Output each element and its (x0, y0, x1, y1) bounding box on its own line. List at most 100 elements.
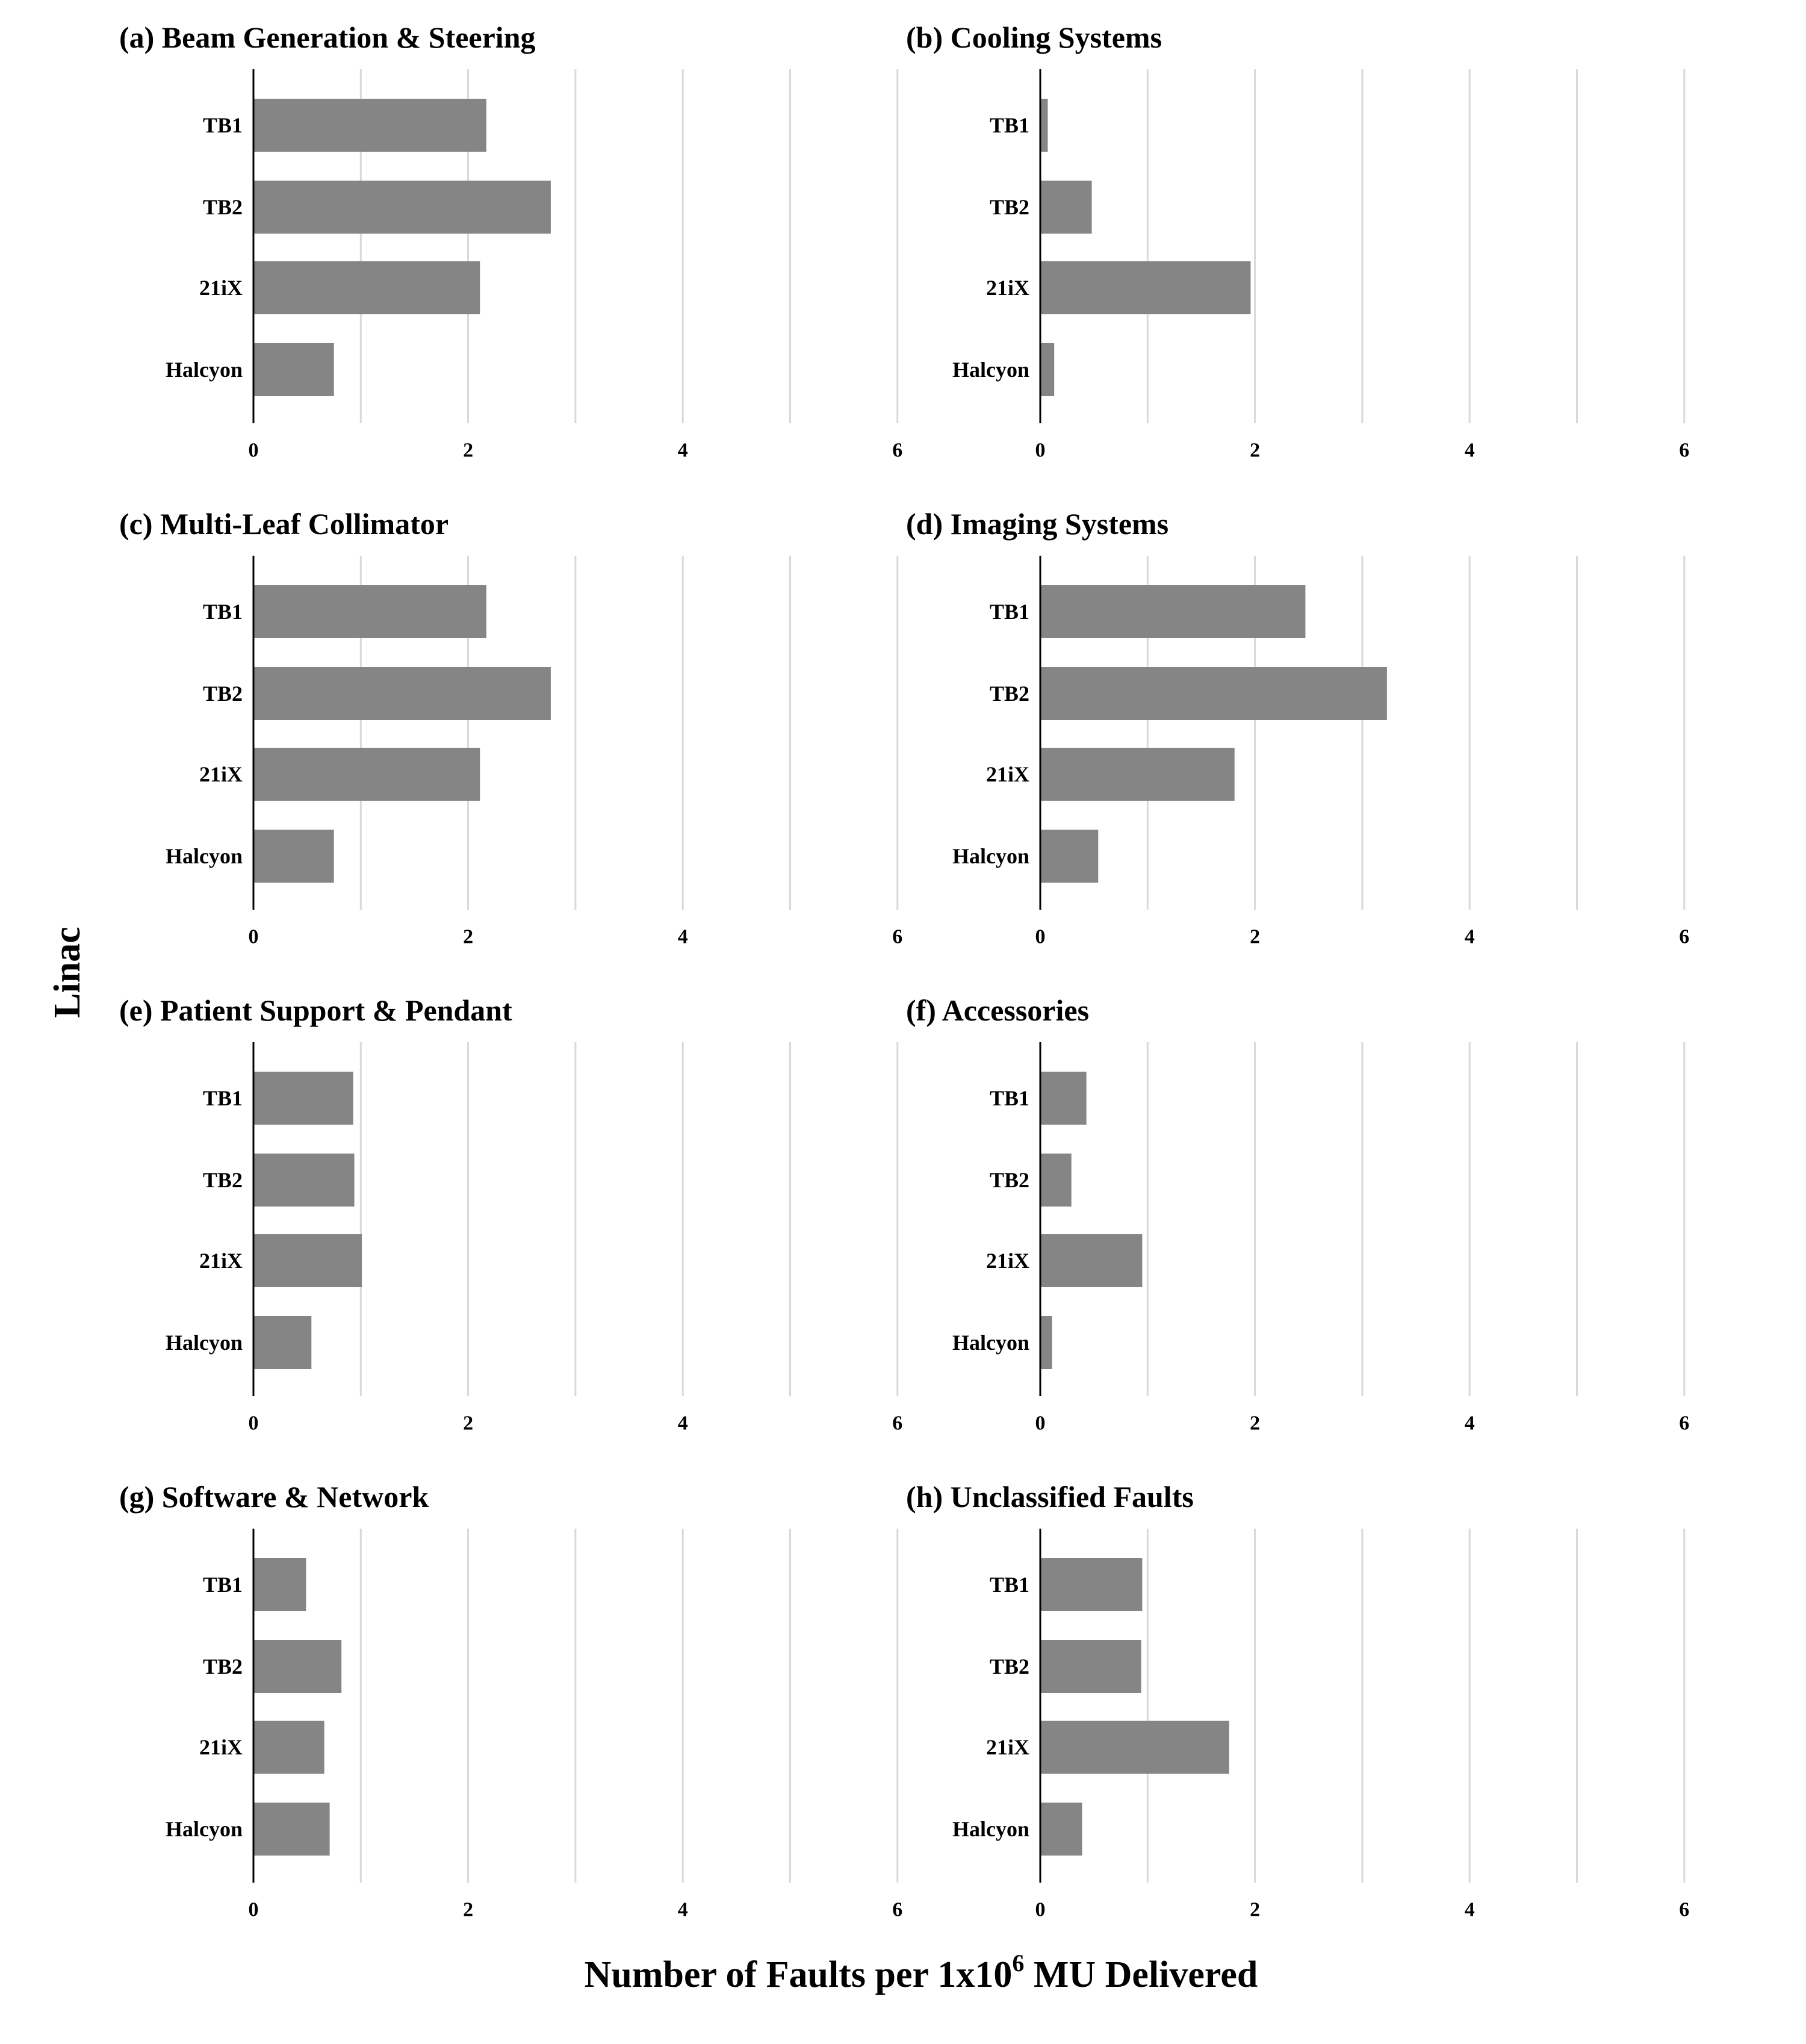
category-label: TB2 (203, 682, 243, 706)
bar (253, 830, 334, 883)
category-label: TB1 (203, 1086, 243, 1110)
bar (1040, 343, 1055, 396)
bar (253, 1072, 353, 1125)
bar (253, 1558, 306, 1611)
panel-b: TB1 TB2 21iX Halcyon 0 2 4 6 (b) Cooling Systems (906, 20, 1689, 462)
tick-label: 2 (463, 440, 473, 462)
bar (253, 99, 486, 152)
bar (253, 261, 480, 314)
panel-title: (a) Beam Generation & Steering (119, 20, 536, 54)
tick-label: 0 (1035, 1412, 1046, 1435)
panel-title: (c) Multi-Leaf Collimator (119, 507, 448, 541)
tick-label: 4 (1465, 1899, 1475, 1921)
bar (253, 1234, 362, 1287)
bar (1040, 99, 1048, 152)
category-label: 21iX (986, 276, 1029, 300)
bar (253, 1640, 342, 1693)
bar (1040, 1316, 1052, 1369)
category-label: TB2 (990, 682, 1029, 706)
tick-label: 4 (1465, 440, 1475, 462)
tick-label: 2 (1250, 926, 1260, 948)
category-label: TB2 (990, 1654, 1029, 1679)
tick-label: 4 (678, 926, 688, 948)
category-label: TB1 (203, 600, 243, 624)
tick-label: 2 (1250, 1412, 1260, 1435)
category-label: Halcyon (166, 1331, 243, 1355)
category-label: TB2 (203, 1168, 243, 1192)
category-label: 21iX (199, 276, 243, 300)
category-label: TB1 (990, 1573, 1029, 1597)
category-label: 21iX (199, 762, 243, 786)
category-label: Halcyon (166, 844, 243, 868)
category-label: TB1 (990, 113, 1029, 137)
bar (253, 748, 480, 801)
category-label: TB1 (203, 113, 243, 137)
bar (253, 585, 486, 638)
panel-f: TB1 TB2 21iX Halcyon 0 2 4 6 (f) Accessories (906, 993, 1689, 1435)
panel-title: (f) Accessories (906, 993, 1089, 1027)
tick-label: 6 (1679, 1412, 1689, 1435)
x-axis-title-superscript: 6 (1012, 1949, 1024, 1977)
tick-label: 2 (463, 1412, 473, 1435)
bar (1040, 1072, 1087, 1125)
bar (1040, 585, 1306, 638)
bar (1040, 830, 1099, 883)
panel-c: TB1 TB2 21iX Halcyon 0 2 4 6 (c) Multi-Leaf Coll… (119, 507, 902, 948)
panel-e: TB1 TB2 21iX Halcyon 0 2 4 6 (e) Patient Support… (119, 993, 902, 1435)
bar (1040, 1721, 1229, 1774)
category-label: TB2 (203, 1654, 243, 1679)
tick-label: 4 (1465, 1412, 1475, 1435)
x-axis-title-unit: MU Delivered (1024, 1954, 1258, 1995)
tick-label: 6 (1679, 926, 1689, 948)
tick-label: 2 (463, 1899, 473, 1921)
tick-label: 6 (892, 440, 902, 462)
bar (1040, 261, 1251, 314)
tick-label: 2 (1250, 440, 1260, 462)
tick-label: 0 (249, 1412, 259, 1435)
panel-a: TB1 TB2 21iX Halcyon 0 2 4 6 (a) Beam Generation… (119, 20, 902, 462)
panel-title: (b) Cooling Systems (906, 20, 1162, 54)
category-label: TB2 (990, 1168, 1029, 1192)
tick-label: 6 (1679, 440, 1689, 462)
bar (1040, 1640, 1141, 1693)
x-axis-title: Number of Faults per 1x106 MU Delivered (585, 1949, 1258, 1995)
tick-label: 4 (678, 1899, 688, 1921)
tick-label: 2 (463, 926, 473, 948)
category-label: TB1 (203, 1573, 243, 1597)
tick-label: 6 (892, 1899, 902, 1921)
tick-label: 0 (1035, 440, 1046, 462)
category-label: Halcyon (166, 358, 243, 382)
bar (253, 181, 551, 234)
y-axis-title: Linac (47, 927, 88, 1018)
panel-title: (e) Patient Support & Pendant (119, 993, 512, 1027)
tick-label: 6 (892, 1412, 902, 1435)
bar (253, 1316, 312, 1369)
category-label: Halcyon (952, 844, 1029, 868)
bar (1040, 1234, 1143, 1287)
bar (253, 667, 551, 720)
category-label: 21iX (199, 1249, 243, 1273)
x-axis-title-main: Number of Faults per 1x10 (585, 1954, 1013, 1995)
bar (253, 343, 334, 396)
bar (1040, 181, 1092, 234)
bar (1040, 1154, 1072, 1207)
panel-title: (d) Imaging Systems (906, 507, 1168, 541)
category-label: 21iX (986, 762, 1029, 786)
category-label: 21iX (986, 1249, 1029, 1273)
bar (1040, 748, 1235, 801)
category-label: Halcyon (952, 1331, 1029, 1355)
tick-label: 4 (678, 1412, 688, 1435)
bar (253, 1803, 330, 1856)
tick-label: 6 (892, 926, 902, 948)
bar (253, 1154, 355, 1207)
bar (1040, 667, 1387, 720)
category-label: Halcyon (166, 1817, 243, 1841)
tick-label: 0 (249, 1899, 259, 1921)
category-label: 21iX (199, 1735, 243, 1759)
panel-title: (h) Unclassified Faults (906, 1480, 1194, 1514)
category-label: TB1 (990, 600, 1029, 624)
category-label: 21iX (986, 1735, 1029, 1759)
category-label: TB2 (990, 195, 1029, 219)
category-label: Halcyon (952, 1817, 1029, 1841)
